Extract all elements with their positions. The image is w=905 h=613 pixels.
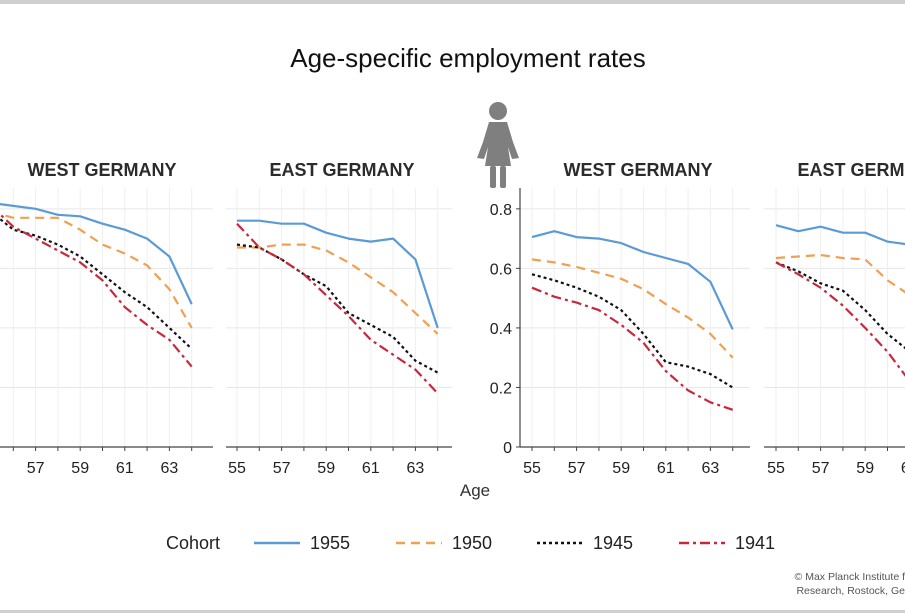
panel-title: EAST GERMANY [797, 160, 905, 180]
panel-title: EAST GERMANY [269, 160, 414, 180]
y-tick-label: 0.4 [490, 321, 512, 338]
series-line-1950 [0, 213, 193, 329]
y-tick-label: 0.6 [490, 261, 512, 278]
x-tick-label: 59 [71, 460, 89, 477]
x-tick-label: 61 [362, 460, 380, 477]
bottom-border [0, 610, 905, 613]
panel-3: 55 57 59 61 63 WEST GERMANY 0 0.2 0.4 0.6 0.8 [490, 160, 750, 477]
chart-panels: 55 57 59 61 63 WEST GERMANY 55 57 59 61 63 EAST GER… [0, 160, 905, 477]
series-line-1945 [775, 261, 905, 350]
legend-label-1945: 1945 [593, 533, 633, 553]
x-tick-label: 59 [317, 460, 335, 477]
x-tick-label: 57 [568, 460, 586, 477]
legend-label-1950: 1950 [452, 533, 492, 553]
y-tick-label: 0.2 [490, 380, 512, 397]
chart-title: Age-specific employment rates [290, 43, 645, 73]
series-line-1941 [775, 261, 905, 377]
legend-label-1955: 1955 [310, 533, 350, 553]
y-tick-label: 0 [503, 440, 512, 457]
legend-title: Cohort [166, 533, 220, 553]
x-tick-label: 63 [407, 460, 425, 477]
series-line-1950 [531, 258, 734, 359]
series-line-1941 [236, 222, 439, 395]
series-line-1945 [0, 217, 193, 350]
woman-icon [477, 102, 519, 188]
x-tick-label: 61 [657, 460, 675, 477]
series-line-1950 [237, 243, 439, 335]
series-line-1955 [0, 203, 193, 305]
x-tick-label: 61 [116, 460, 134, 477]
panel-title: WEST GERMANY [27, 160, 176, 180]
x-tick-label: 61 [901, 460, 905, 477]
series-line-1941 [0, 212, 193, 368]
legend: Cohort 1955 1950 1945 1941 [166, 533, 775, 553]
x-tick-label: 59 [856, 460, 874, 477]
x-tick-label: 63 [161, 460, 179, 477]
top-border [0, 0, 905, 4]
credit-line-2: Research, Rostock, Ge [796, 585, 905, 597]
series-line-1955 [531, 230, 734, 330]
x-axis-label: Age [460, 481, 490, 500]
series-line-1945 [236, 243, 439, 374]
series-line-1941 [531, 286, 734, 411]
series-line-1950 [775, 253, 905, 294]
series-line-1955 [237, 219, 439, 329]
series-line-1955 [775, 224, 905, 246]
x-tick-label: 55 [228, 460, 246, 477]
x-tick-label: 57 [27, 460, 45, 477]
y-tick-label: 0.8 [490, 202, 512, 219]
x-tick-label: 59 [612, 460, 630, 477]
x-tick-label: 55 [767, 460, 785, 477]
x-tick-label: 63 [702, 460, 720, 477]
credit-line-1: © Max Planck Institute f [795, 571, 905, 583]
legend-label-1941: 1941 [735, 533, 775, 553]
series-line-1945 [531, 273, 734, 389]
x-tick-label: 57 [812, 460, 830, 477]
x-tick-label: 57 [273, 460, 291, 477]
panel-2: 55 57 59 61 63 EAST GERMANY [226, 160, 452, 477]
x-tick-label: 55 [523, 460, 541, 477]
panel-title: WEST GERMANY [563, 160, 712, 180]
